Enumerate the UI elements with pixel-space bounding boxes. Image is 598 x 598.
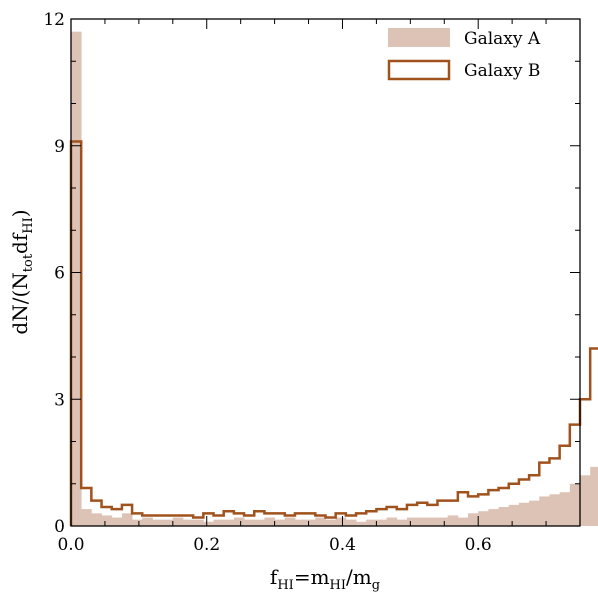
bar-0-27 [345,519,357,526]
bar-0-47 [549,494,561,526]
bar-0-26 [335,517,347,526]
bar-0-20 [274,519,286,526]
bar-0-4 [111,517,123,526]
bar-0-25 [325,519,337,526]
bar-0-29 [366,519,377,526]
y-tick-label: 0 [54,517,65,537]
bar-0-39 [468,513,479,526]
bar-0-1 [81,509,92,526]
bar-0-42 [498,506,510,526]
bar-0-11 [182,519,194,526]
bar-0-10 [172,517,184,526]
bar-0-51 [590,466,598,526]
x-tick-label: 0.2 [193,535,220,555]
plot-area [69,31,598,527]
legend-label-1: Galaxy B [464,61,540,81]
bar-0-32 [396,519,408,526]
bar-0-34 [417,517,428,526]
x-tick-label: 0.6 [465,535,492,555]
bar-0-22 [294,519,306,526]
bar-0-15 [223,519,235,526]
bar-0-9 [162,519,174,526]
bar-0-7 [142,517,153,526]
bar-0-0 [71,31,82,527]
x-tick-label: 0.0 [57,535,84,555]
legend-label-0: Galaxy A [464,29,541,49]
y-axis-label: dN/(NtotdfHI) [8,209,36,334]
x-tick-label: 0.4 [329,535,356,555]
bar-0-21 [284,517,296,526]
bar-0-40 [478,511,489,526]
bar-0-23 [305,519,316,526]
y-tick-label: 12 [43,10,65,30]
bar-0-41 [488,509,499,526]
bar-0-31 [386,517,398,526]
legend-swatch-1 [387,59,451,81]
legend-swatch-0 [388,28,450,47]
y-tick-label: 3 [54,390,65,410]
bar-0-38 [457,517,469,526]
bar-0-12 [193,519,204,526]
bar-0-33 [406,517,418,526]
bar-0-30 [376,519,387,526]
bar-0-49 [569,483,581,526]
bar-0-43 [508,504,520,526]
bar-0-16 [233,517,245,526]
bar-0-28 [356,521,367,526]
bar-0-35 [427,517,438,526]
bar-0-17 [244,519,255,526]
step-line-1 [69,140,598,526]
y-tick-label: 6 [54,264,65,284]
bar-0-18 [254,519,265,526]
axes: 0.0 0.2 0.4 0.6 0 3 6 9 12 [43,10,581,555]
bar-0-37 [447,515,459,526]
bar-0-36 [437,517,449,526]
bar-0-19 [264,517,275,526]
x-axis-label: fHI=mHI/mg [270,565,380,593]
bar-0-8 [152,519,164,526]
bar-0-24 [315,517,326,526]
bar-0-44 [518,502,530,526]
y-tick-label: 9 [54,137,65,157]
bar-0-48 [559,492,571,526]
bar-0-6 [132,519,143,526]
bar-0-5 [121,513,133,526]
legend: Galaxy A Galaxy B [387,28,541,81]
bar-0-45 [529,500,540,526]
bar-0-50 [580,475,591,526]
bar-0-14 [213,519,225,526]
bar-0-2 [91,513,102,526]
bar-0-3 [101,515,113,526]
plot-frame [70,18,581,527]
bar-0-13 [203,521,214,526]
bar-0-46 [539,496,550,526]
